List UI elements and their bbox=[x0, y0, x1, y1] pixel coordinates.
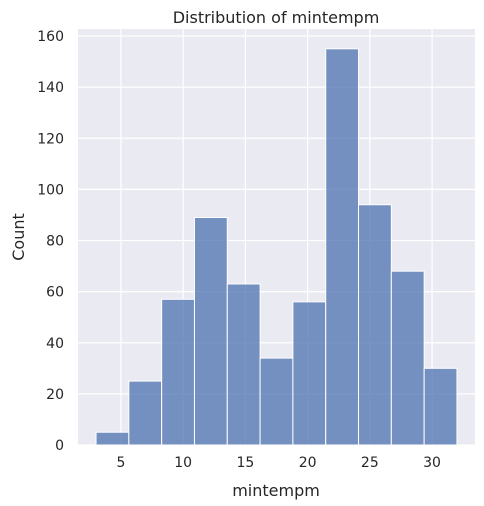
y-tick-label: 160 bbox=[37, 29, 64, 45]
x-axis-title: mintempm bbox=[232, 481, 320, 500]
x-tick-label: 5 bbox=[116, 455, 125, 471]
histogram-bar bbox=[292, 301, 327, 446]
histogram-bar bbox=[423, 367, 458, 446]
histogram-bar bbox=[161, 298, 195, 446]
histogram-bar bbox=[390, 270, 425, 446]
y-tick-label: 40 bbox=[46, 336, 64, 352]
y-axis-title: Count bbox=[9, 213, 28, 261]
histogram-bar bbox=[128, 380, 163, 446]
histogram-bar bbox=[358, 204, 392, 446]
histogram-bar bbox=[226, 283, 261, 446]
histogram-bars bbox=[95, 48, 458, 446]
x-tick-labels: 5 10 15 20 25 30 bbox=[116, 455, 441, 471]
y-tick-label: 100 bbox=[37, 182, 64, 198]
y-tick-label: 120 bbox=[37, 131, 64, 147]
y-tick-label: 20 bbox=[46, 387, 64, 403]
histogram-bar bbox=[325, 48, 360, 446]
x-tick-label: 25 bbox=[361, 455, 379, 471]
histogram-bar bbox=[259, 357, 294, 446]
x-tick-label: 10 bbox=[174, 455, 192, 471]
x-tick-label: 30 bbox=[423, 455, 441, 471]
y-tick-label: 60 bbox=[46, 285, 64, 301]
histogram-bar bbox=[95, 431, 130, 446]
y-tick-label: 140 bbox=[37, 80, 64, 96]
y-tick-labels: 0 20 40 60 80 100 120 140 160 bbox=[37, 29, 64, 454]
chart-title: Distribution of mintempm bbox=[173, 8, 380, 27]
y-tick-label: 80 bbox=[46, 234, 64, 250]
y-tick-label: 0 bbox=[55, 438, 64, 454]
x-tick-label: 20 bbox=[299, 455, 317, 471]
x-tick-label: 15 bbox=[236, 455, 254, 471]
histogram-bar bbox=[193, 217, 228, 446]
